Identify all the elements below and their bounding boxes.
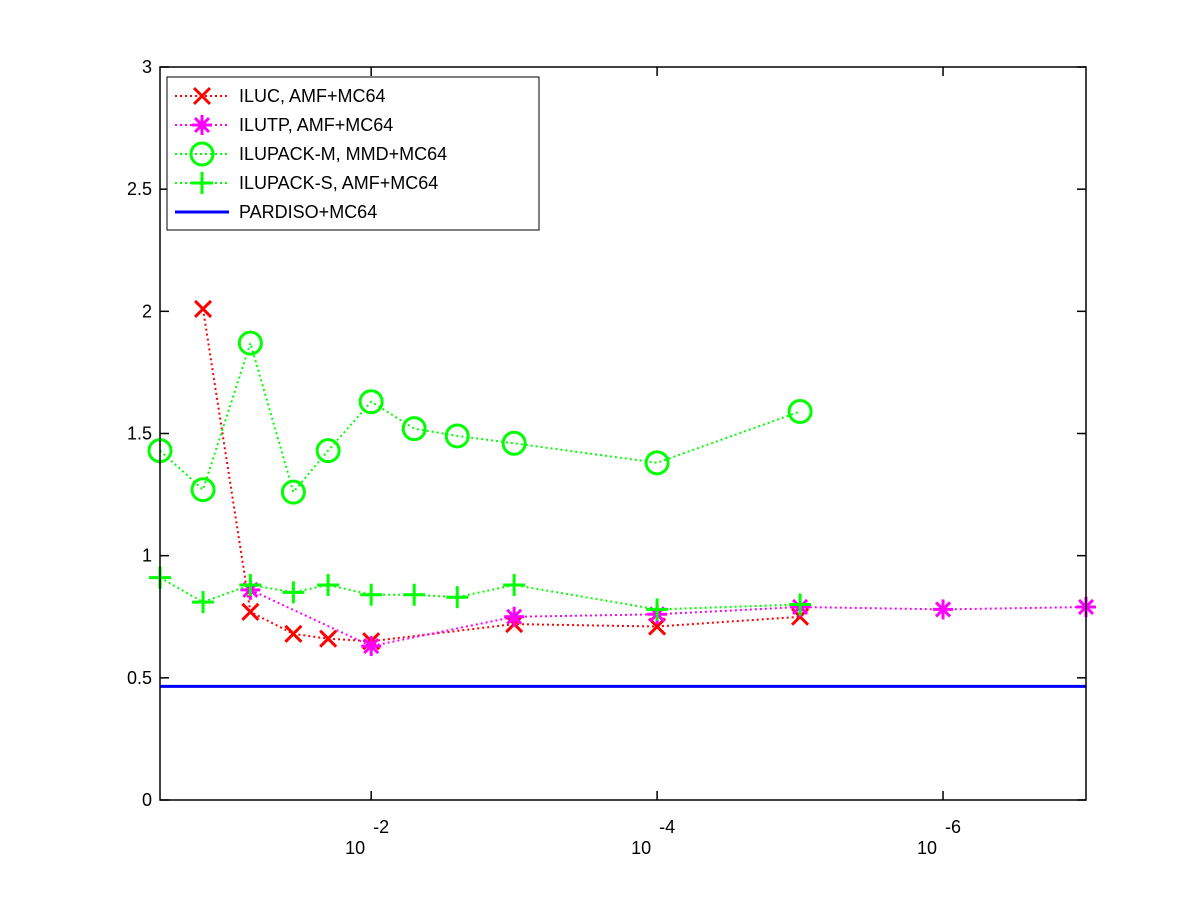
data-point [360,583,383,606]
legend-marker [192,115,212,135]
data-point [504,606,525,627]
data-point [284,624,303,643]
data-point [644,450,670,476]
data-point [282,581,305,604]
data-point [237,330,263,356]
x-tick-label: 10 -6 [917,817,961,858]
data-point [192,591,215,614]
legend-entry: ILUTP, AMF+MC64 [175,115,393,135]
series-line [159,576,801,611]
data-point [787,399,813,425]
series-line [159,339,801,495]
data-point [317,573,340,596]
legend-marker [191,172,213,194]
legend-label: PARDISO+MC64 [239,202,377,222]
data-point [789,593,812,616]
x-tick-label: 10 -4 [631,817,675,858]
y-tick-label: 0 [142,790,152,810]
legend-entry: ILUC, AMF+MC64 [175,86,386,106]
legend-label: ILUC, AMF+MC64 [239,86,386,106]
x-tick-base: 10 [917,838,937,858]
data-point [241,602,260,621]
legend-entry: ILUPACK-M, MMD+MC64 [175,141,447,167]
y-tick-label: 1.5 [127,424,152,444]
legend: ILUC, AMF+MC64 ILUTP, AMF+MC64 ILUPACK-M, … [166,76,540,231]
x-tick-base: 10 [631,838,651,858]
x-tick-label: 10 -2 [345,817,389,858]
legend-entry: PARDISO+MC64 [175,202,377,222]
x-tick-exponent: -4 [659,817,675,837]
x-tick-base: 10 [345,838,365,858]
legend-box [166,76,540,231]
data-point [358,389,384,415]
data-point [501,430,527,456]
data-point [503,573,526,596]
x-tick-exponent: -6 [945,817,961,837]
data-point [239,573,262,596]
y-tick-label: 2 [142,301,152,321]
legend-label: ILUPACK-S, AMF+MC64 [239,173,438,193]
series-layer [147,299,1096,688]
data-point [190,477,216,503]
data-point [319,629,338,648]
legend-label: ILUTP, AMF+MC64 [239,115,393,135]
legend-marker [189,141,215,167]
data-point [315,438,341,464]
legend-label: ILUPACK-M, MMD+MC64 [239,144,447,164]
legend-entry: ILUPACK-S, AMF+MC64 [175,172,438,194]
data-point [403,583,426,606]
data-point [193,299,213,318]
data-point [280,479,306,505]
y-tick-label: 1 [142,546,152,566]
data-point [646,598,669,621]
y-tick-label: 2.5 [127,179,152,199]
y-tick-label: 0.5 [127,668,152,688]
data-point [446,586,469,609]
x-tick-exponent: -2 [373,817,389,837]
y-tick-label: 3 [142,57,152,77]
data-point [444,423,470,449]
axis-layer: 0 0.5 1 1.5 2 2.5 3 10 -2 10 -4 10 -6 [127,57,1086,858]
data-point [361,636,382,657]
legend-marker [192,86,212,106]
data-point [933,599,954,620]
data-point [401,416,427,442]
series-line [202,308,801,643]
